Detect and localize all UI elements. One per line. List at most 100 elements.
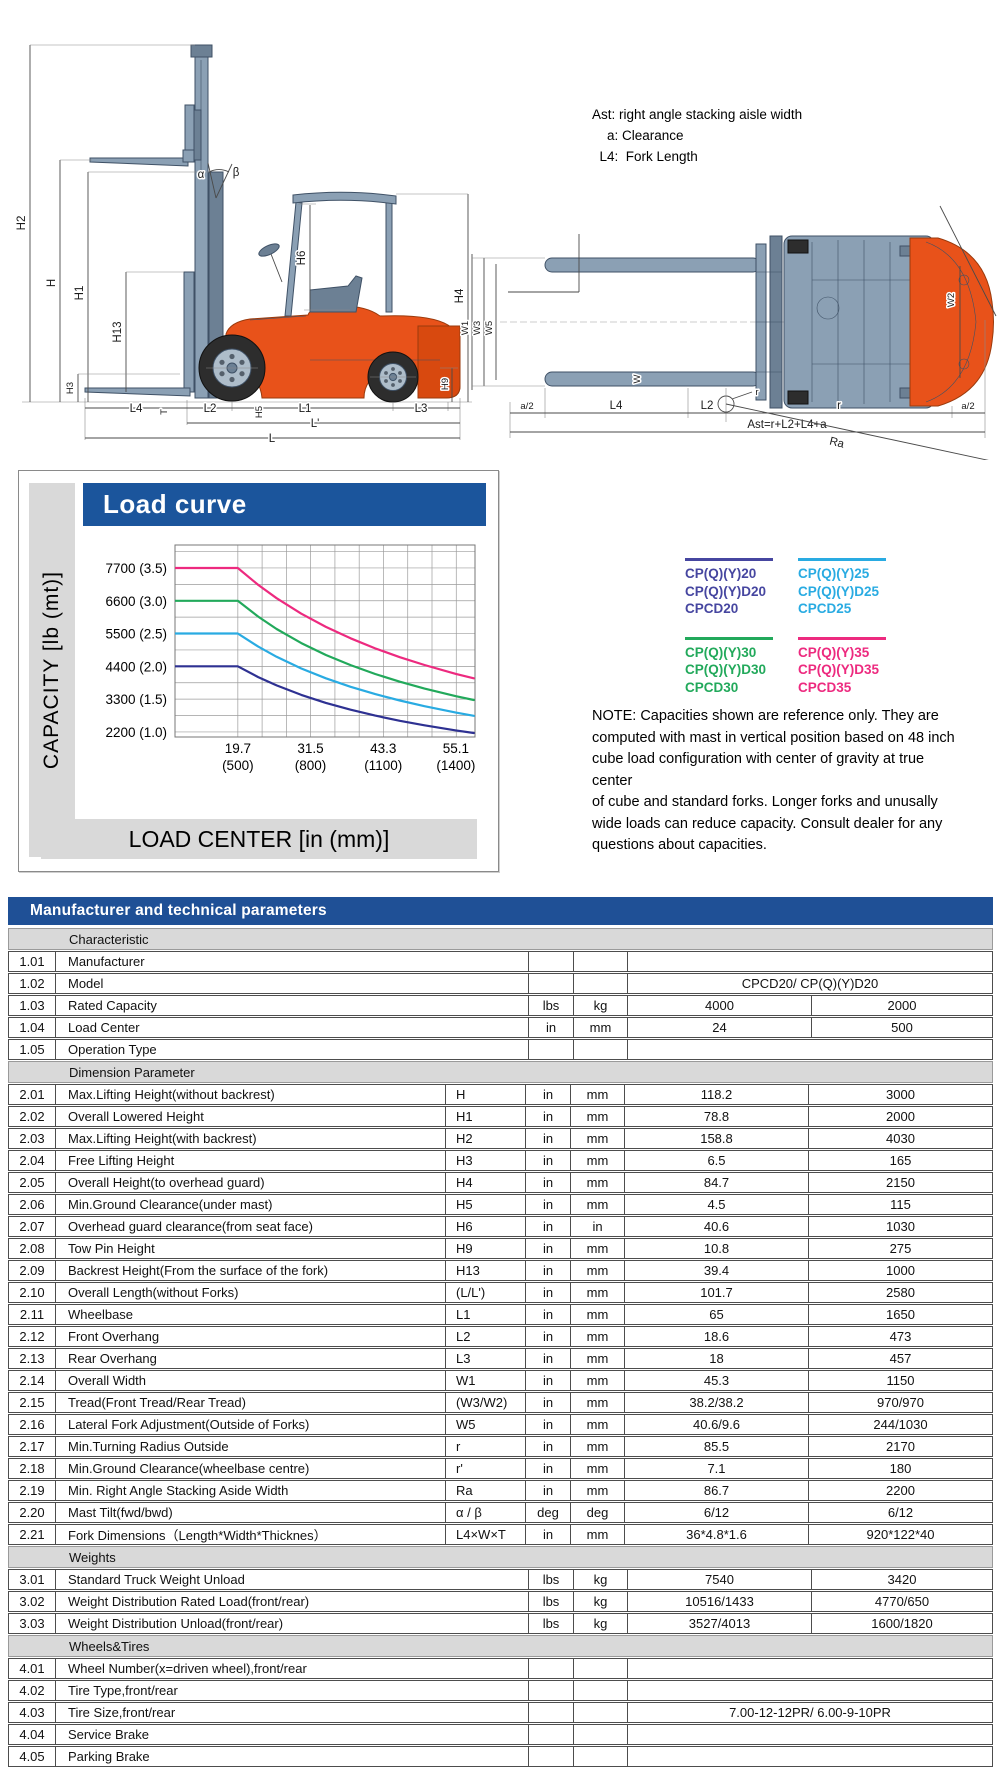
x-tick-label-in: 31.5	[297, 741, 323, 756]
row-value-imperial: 86.7	[624, 1481, 808, 1500]
table-row: 2.09 Backrest Height(From the surface of …	[8, 1260, 993, 1281]
row-unit-metric	[573, 1659, 627, 1678]
row-unit-imperial: in	[525, 1305, 570, 1324]
table-row: 2.13 Rear Overhang L3 in mm 18 457	[8, 1348, 993, 1369]
dim-w5: W5	[484, 321, 495, 335]
table-title: Manufacturer and technical parameters	[8, 897, 993, 925]
row-value-imperial: 7.1	[624, 1459, 808, 1478]
legend-model-label: CPCD30	[685, 679, 739, 695]
load-curve-title: Load curve	[83, 483, 486, 526]
table-row: 3.03 Weight Distribution Unload(front/rea…	[8, 1613, 993, 1634]
row-value-metric: 4030	[808, 1129, 992, 1148]
table-row: 2.08 Tow Pin Height H9 in mm 10.8 275	[8, 1238, 993, 1259]
row-number: 2.10	[19, 1285, 45, 1300]
legend-model-label: CP(Q)(Y)30	[685, 644, 757, 660]
row-value-metric: 2170	[808, 1437, 992, 1456]
dim-h: H	[46, 279, 58, 287]
row-unit-imperial	[528, 974, 573, 993]
row-name: Overall Width	[55, 1371, 445, 1390]
table-row: 4.05 Parking Brake	[8, 1746, 993, 1767]
row-unit-imperial: in	[525, 1393, 570, 1412]
row-value-metric: 920*122*40	[808, 1525, 992, 1544]
row-unit-metric	[573, 974, 627, 993]
row-symbol: L3	[445, 1349, 525, 1368]
row-number: 2.08	[19, 1241, 45, 1256]
row-name: Min. Right Angle Stacking Aside Width	[55, 1481, 445, 1500]
x-axis-label: LOAD CENTER [in (mm)]	[128, 825, 390, 852]
x-tick-label-in: 43.3	[370, 741, 396, 756]
legend-model-label: CP(Q)(Y)20	[685, 566, 757, 581]
row-number: 3.02	[19, 1594, 45, 1609]
row-number: 4.05	[19, 1749, 45, 1764]
row-number: 3.03	[19, 1616, 45, 1631]
row-unit-metric	[573, 1747, 627, 1766]
ast-abbreviation-note: Ast: right angle stacking aisle width a:…	[592, 107, 803, 164]
row-value-metric: 2000	[808, 1107, 992, 1126]
legend-item: CP(Q)(Y)30 CP(Q)(Y)D30 CPCD30	[685, 636, 785, 697]
dim-lprime: L'	[311, 418, 320, 430]
row-symbol: (W3/W2)	[445, 1393, 525, 1412]
row-name: Wheelbase	[55, 1305, 445, 1324]
row-number: 2.09	[19, 1263, 45, 1278]
y-axis-label-bar: CAPACITY [lb (mt)]	[29, 483, 75, 857]
row-number: 1.01	[19, 954, 45, 969]
row-unit-metric: mm	[570, 1261, 624, 1280]
table-row: 3.01 Standard Truck Weight Unload lbs kg 754…	[8, 1569, 993, 1590]
row-value-imperial: 101.7	[624, 1283, 808, 1302]
row-value-metric: 165	[808, 1151, 992, 1170]
row-number: 2.15	[19, 1395, 45, 1410]
row-value-imperial: 18	[624, 1349, 808, 1368]
legend-color-line	[685, 636, 773, 640]
row-value-metric: 2580	[808, 1283, 992, 1302]
row-symbol: Ra	[445, 1481, 525, 1500]
row-number: 2.05	[19, 1175, 45, 1190]
row-name: Tire Size,front/rear	[55, 1703, 528, 1722]
row-value-imperial: 45.3	[624, 1371, 808, 1390]
row-unit-metric: mm	[570, 1283, 624, 1302]
row-name: Fork Dimensions（Length*Width*Thicknes）	[55, 1525, 445, 1544]
capacity-note: NOTE: Capacities shown are reference onl…	[592, 708, 955, 853]
row-name: Overhead guard clearance(from seat face)	[55, 1217, 445, 1236]
row-unit-imperial: in	[525, 1195, 570, 1214]
row-value-metric: 2200	[808, 1481, 992, 1500]
legend-item: CP(Q)(Y)25 CP(Q)(Y)D25 CPCD25	[798, 558, 898, 618]
table-row: 4.02 Tire Type,front/rear	[8, 1680, 993, 1701]
row-unit-imperial: in	[525, 1415, 570, 1434]
chart-curves	[175, 566, 475, 735]
row-symbol: L4×W×T	[445, 1525, 525, 1544]
row-unit-metric: mm	[570, 1305, 624, 1324]
row-value-metric: 1030	[808, 1217, 992, 1236]
row-name: Weight Distribution Unload(front/rear)	[55, 1614, 528, 1633]
dim-h4: H4	[454, 288, 466, 303]
row-unit-metric: mm	[570, 1437, 624, 1456]
row-number: 2.04	[19, 1153, 45, 1168]
dim-r-small: r	[755, 387, 758, 398]
table-row: 4.04 Service Brake	[8, 1724, 993, 1745]
table-row: 2.06 Min.Ground Clearance(under mast) H5 in…	[8, 1194, 993, 1215]
dim-h1: H1	[74, 286, 86, 301]
row-unit-metric: mm	[570, 1349, 624, 1368]
legend-model-label: CP(Q)(Y)D30	[685, 662, 767, 677]
row-number: 1.05	[19, 1042, 45, 1057]
row-value-metric: 3000	[808, 1085, 992, 1104]
row-unit-metric: kg	[573, 1570, 627, 1589]
table-row: 1.02 Model CPCD20/ CP(Q)(Y)D20	[8, 973, 993, 994]
y-tick-label: 3300 (1.5)	[105, 692, 167, 707]
table-section-row: Weights	[8, 1546, 993, 1568]
table-row: 2.05 Overall Height(to overhead guard) H4 i…	[8, 1172, 993, 1193]
row-value-span	[627, 1040, 992, 1059]
y-tick-label: 7700 (3.5)	[105, 561, 167, 576]
legend-item: CP(Q)(Y)35 CP(Q)(Y)D35 CPCD35	[798, 636, 898, 697]
load-curve-chart: 7700 (3.5) 6600 (3.0) 5500 (2.5) 4400 (2.0)…	[105, 544, 476, 773]
row-name: Backrest Height(From the surface of the …	[55, 1261, 445, 1280]
row-unit-imperial: in	[525, 1437, 570, 1456]
dim-a2-left: a/2	[520, 401, 533, 412]
row-unit-metric	[573, 952, 627, 971]
row-unit-imperial: in	[525, 1085, 570, 1104]
row-value-metric: 275	[808, 1239, 992, 1258]
row-value-metric: 115	[808, 1195, 992, 1214]
row-name: Service Brake	[55, 1725, 528, 1744]
row-unit-imperial: lbs	[528, 1592, 573, 1611]
table-row: 3.02 Weight Distribution Rated Load(front…	[8, 1591, 993, 1612]
table-row: 2.11 Wheelbase L1 in mm 65 1650	[8, 1304, 993, 1325]
